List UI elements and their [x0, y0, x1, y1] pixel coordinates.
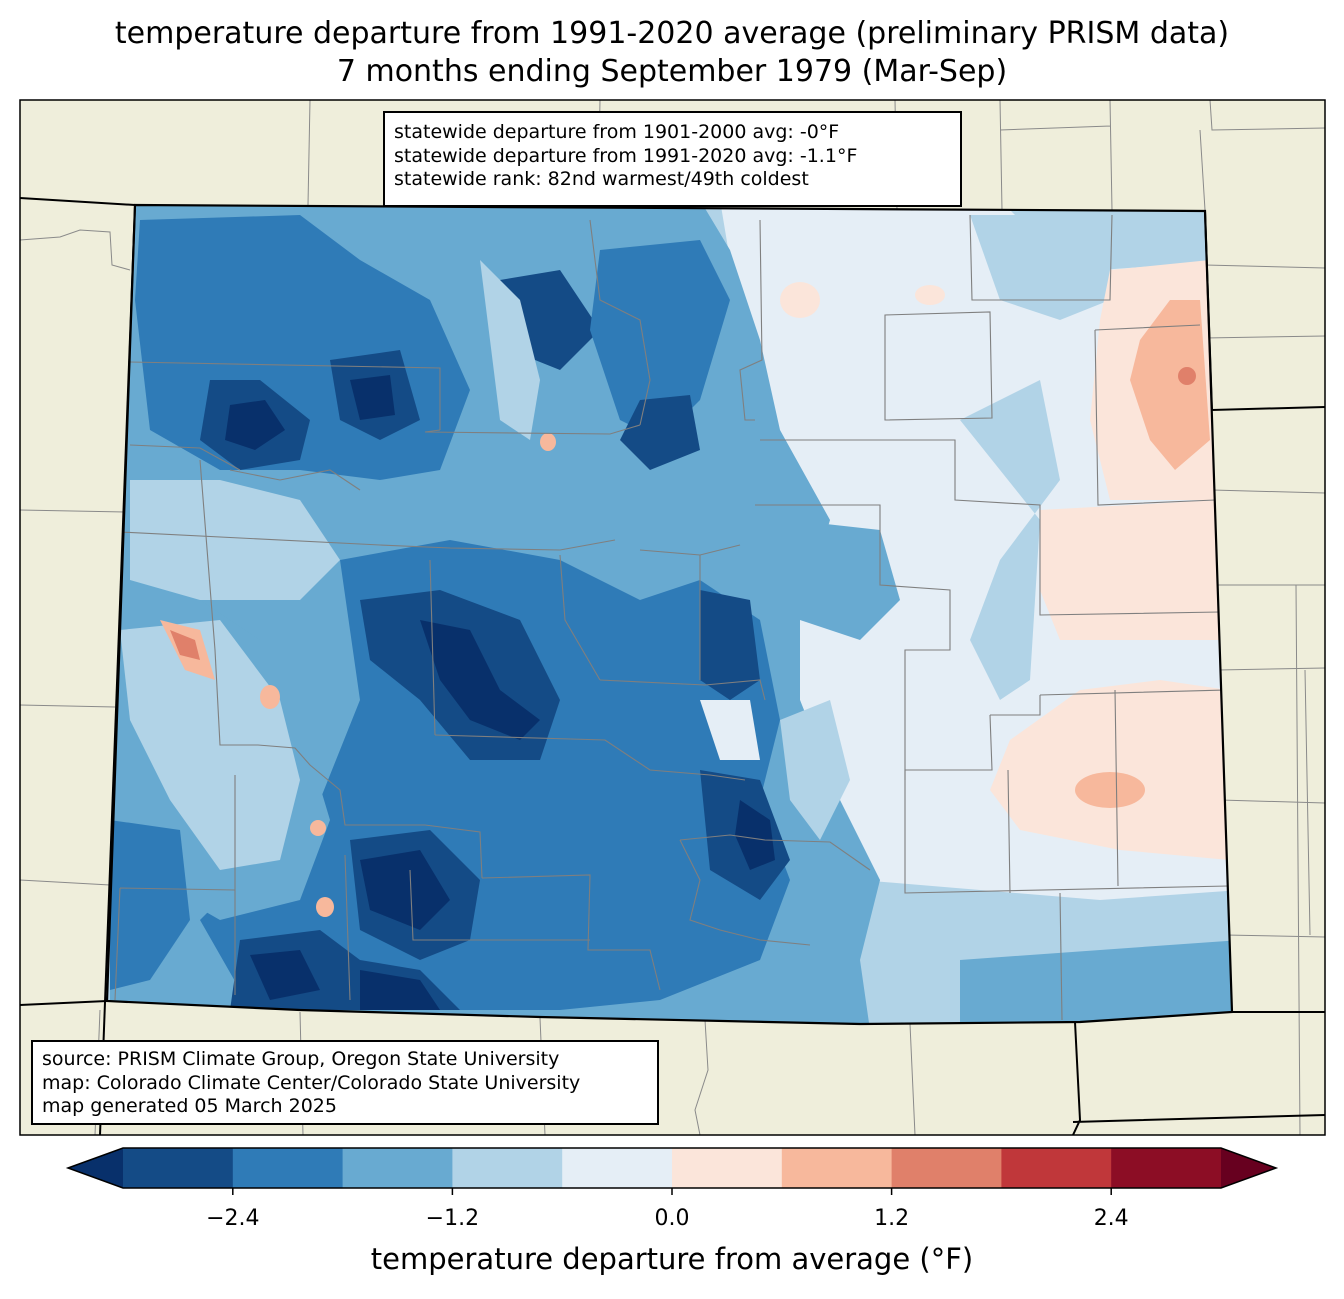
contour-sw-warm3	[260, 685, 280, 709]
colorbar-segment	[342, 1148, 453, 1188]
contour-se-blue2	[960, 940, 1232, 1024]
contour-sw-darkest	[360, 850, 450, 930]
contour-san-juan-core	[250, 950, 320, 1000]
contour-streak-1	[480, 260, 540, 440]
contour-sw-warm5	[310, 820, 326, 836]
colorbar-tick-label: 0.0	[654, 1206, 690, 1231]
colorbar-segment	[123, 1148, 234, 1188]
contour-warm-ne2	[780, 282, 820, 318]
contour-plains-blue2	[960, 380, 1060, 700]
colorbar-extend-high	[1221, 1148, 1276, 1188]
contour-san-juan-core2	[360, 970, 440, 1010]
temperature-contours	[110, 205, 1232, 1024]
colorbar-tick-label: 1.2	[874, 1206, 910, 1231]
contour-sw-warm2	[170, 630, 200, 660]
colorbar-extend-low	[68, 1148, 123, 1188]
contour-ne-mtn-dark	[620, 395, 700, 470]
stats-line-rank: statewide rank: 82nd warmest/49th coldes…	[394, 168, 809, 190]
contour-east-mtn-dark	[700, 590, 760, 700]
contour-north-darkest	[350, 375, 395, 420]
contour-warm-e	[1040, 500, 1225, 640]
contour-warm-spot	[540, 433, 556, 451]
contour-central-darkest	[420, 620, 540, 740]
map-frame	[19, 99, 1326, 1136]
contour-central	[200, 540, 790, 1010]
contour-plains-tongue2	[780, 700, 850, 840]
colorbar-segment	[1001, 1148, 1112, 1188]
colorbar-tick-label: −2.4	[206, 1206, 260, 1231]
neighbor-state-borders	[20, 197, 1325, 1135]
contour-warm-se-core	[1075, 772, 1145, 808]
contour-streak-2	[700, 700, 760, 760]
colorbar-segment	[562, 1148, 673, 1188]
source-line-prism: source: PRISM Climate Group, Oregon Stat…	[42, 1048, 560, 1070]
map-title-line1: temperature departure from 1991-2020 ave…	[114, 16, 1230, 51]
contour-sw-warm4	[316, 897, 334, 917]
source-box: source: PRISM Climate Group, Oregon Stat…	[31, 1040, 659, 1125]
colorbar-segments	[65, 1147, 1279, 1195]
colorbar-segment	[232, 1148, 344, 1188]
colorbar-outline	[65, 1147, 1279, 1189]
colorbar-label: temperature departure from average (°F)	[370, 1242, 974, 1276]
stats-line-1991: statewide departure from 1991-2020 avg: …	[394, 144, 858, 167]
contour-plains-tongue	[790, 520, 900, 640]
contour-warm-ne-core	[1130, 300, 1210, 470]
colorbar-segment	[672, 1148, 783, 1188]
contour-warm-se	[990, 680, 1230, 860]
colorbar-segment	[891, 1148, 1002, 1188]
colorbar-segment	[781, 1148, 893, 1188]
contour-spanish-peaks-core	[735, 800, 775, 870]
colorbar-tick-label: −1.2	[425, 1206, 480, 1231]
colorado-county-lines	[114, 214, 1229, 1021]
source-line-generated: map generated 05 March 2025	[42, 1095, 337, 1117]
colorbar-segment	[452, 1148, 563, 1188]
contour-sw-blue	[110, 820, 190, 990]
colorbar-tick-label: 2.4	[1093, 1206, 1129, 1231]
colorbar-segment	[1111, 1148, 1222, 1188]
map-title-line2: 7 months ending September 1979 (Mar-Sep)	[336, 54, 1008, 89]
statewide-stats-box: statewide departure from 1901-2000 avg: …	[383, 111, 962, 207]
stats-line-1901: statewide departure from 1901-2000 avg: …	[394, 121, 840, 143]
contour-sw-lighter	[120, 620, 300, 870]
contour-warm-ne-dot	[1178, 367, 1196, 385]
contour-nw-darkest	[225, 400, 285, 450]
contour-warm-ne3	[915, 285, 945, 305]
contour-ne-mtn	[590, 240, 730, 440]
colorado-border	[105, 203, 1234, 1026]
contour-west-light	[130, 480, 340, 600]
source-line-map: map: Colorado Climate Center/Colorado St…	[42, 1071, 581, 1094]
contour-plains-blue1	[970, 215, 1110, 320]
